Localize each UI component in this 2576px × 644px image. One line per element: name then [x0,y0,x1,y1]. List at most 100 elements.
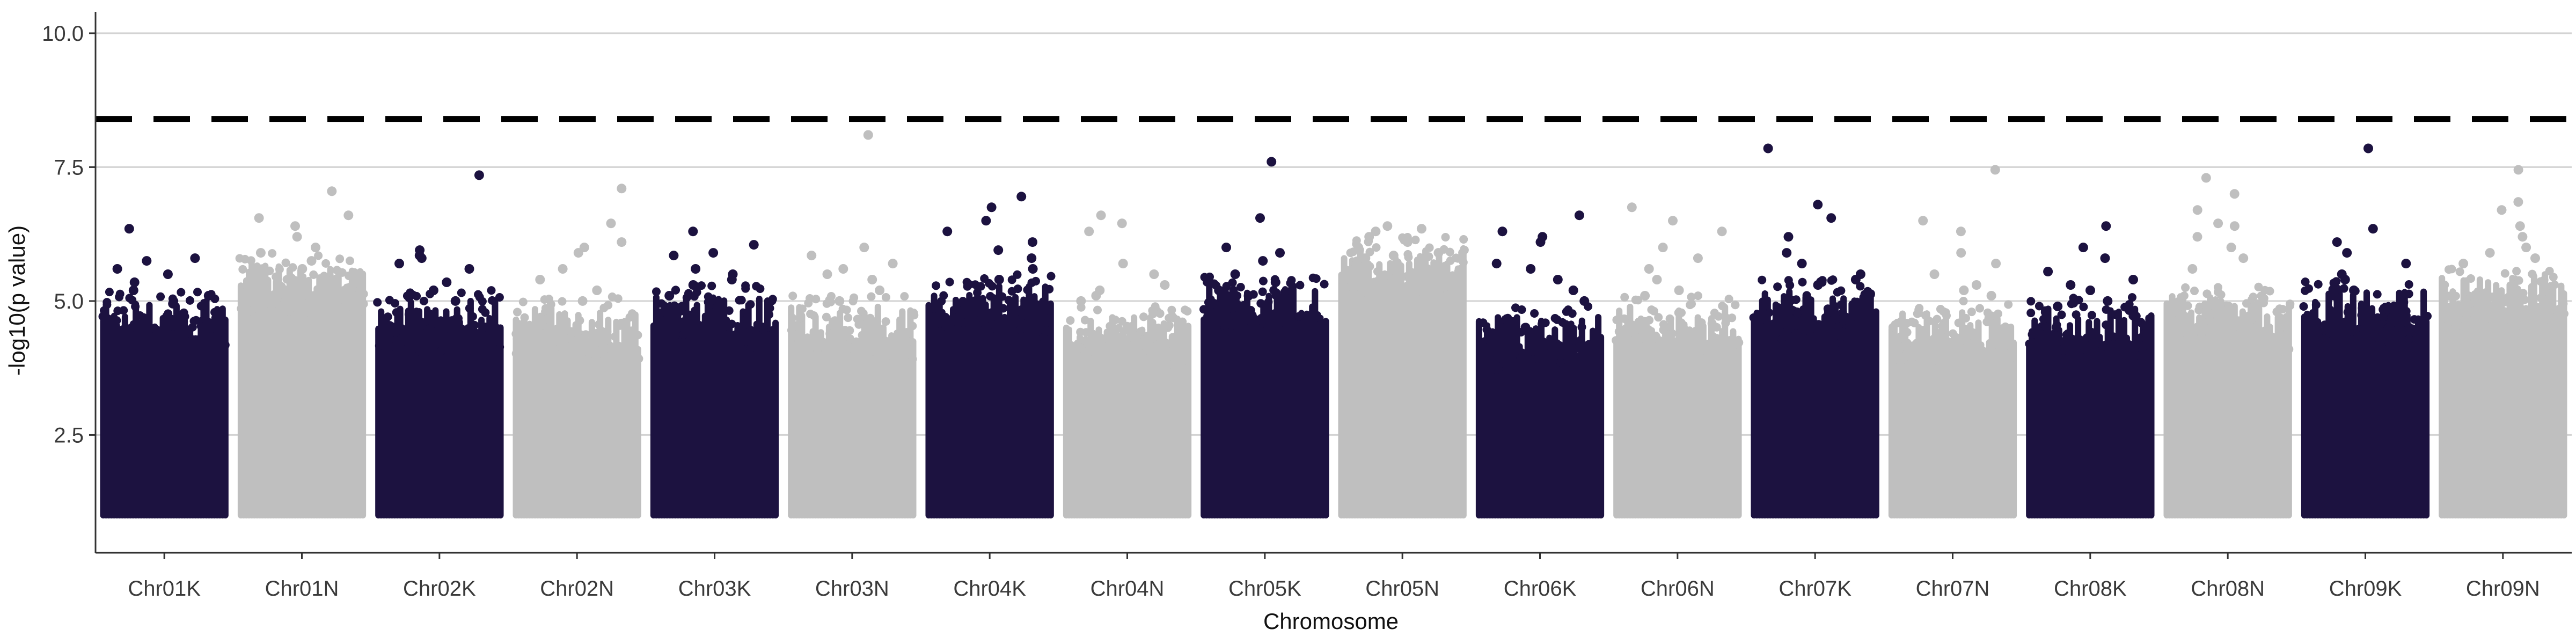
snp-peak-point [2497,205,2507,215]
snp-point [1957,336,1966,345]
x-tick-label: Chr09N [2466,577,2540,601]
x-tick-label: Chr04K [953,577,1026,601]
snp-point [2054,345,2063,353]
snp-point [2081,345,2090,354]
snp-point [1523,353,1532,361]
snp-point [1341,270,1350,280]
snp-point [2536,277,2545,286]
snp-point [487,286,496,295]
snp-point [2189,325,2198,334]
snp-point [1425,243,1434,252]
snp-point [113,306,122,316]
snp-point [554,350,563,360]
snp-point [1084,355,1093,364]
snp-point [2028,330,2037,339]
snp-point [2208,339,2217,348]
snp-point [103,325,112,334]
snp-point [1206,295,1215,304]
snp-point [575,347,584,356]
snp-point [1149,322,1158,331]
snp-point [268,311,277,320]
snp-point [2190,338,2199,347]
snp-point [1089,333,1099,342]
snp-point [1811,332,1820,341]
snp-point [2394,323,2403,332]
snp-point [492,324,501,333]
snp-point [1152,358,1161,368]
snp-point [2373,333,2382,342]
snp-point [1211,334,1220,343]
snp-point [411,326,420,335]
snp-point [2299,302,2308,311]
snp-point [633,331,642,340]
snp-peak-point [1658,243,1668,253]
snp-point [569,328,579,337]
snp-peak-point [1016,192,1027,202]
snp-point [1438,263,1447,272]
snp-point [1340,286,1348,295]
point-mass-Chr09K [2301,288,2430,519]
snp-point [746,300,755,309]
snp-point [2183,301,2192,310]
snp-point [292,288,301,297]
snp-point [796,313,806,323]
snp-peak-point [2530,253,2540,264]
snp-peak-point [190,253,200,264]
snp-point [2467,274,2475,283]
snp-point [945,277,954,287]
snp-point [759,326,768,334]
snp-point [706,308,715,317]
snp-point [1696,353,1706,362]
snp-peak-point [1084,226,1094,237]
snp-point [495,293,504,302]
snp-point [2334,317,2343,326]
snp-point [2120,352,2129,361]
snp-point [889,355,898,364]
snp-point [2549,305,2558,314]
snp-peak-point [2085,286,2095,295]
snp-point [752,282,761,291]
snp-point [481,308,490,317]
snp-point [1936,328,1945,337]
snp-point [1535,364,1543,374]
snp-point [1251,318,1260,327]
snp-point [518,297,528,306]
snp-peak-point [691,264,701,274]
snp-point [436,347,445,356]
snp-point [1397,273,1406,282]
snp-point [1431,262,1440,271]
snp-point [1501,315,1510,324]
snp-point [908,355,917,364]
snp-peak-point [1255,213,1265,223]
snp-point [189,317,199,326]
snp-peak-point [1491,259,1502,269]
snp-point [1948,329,1957,338]
snp-peak-point [867,275,877,284]
snp-point [1841,331,1850,340]
x-tick-label: Chr08N [2191,577,2265,601]
snp-peak-point [1117,218,1127,229]
snp-point [397,347,406,356]
snp-peak-point [255,248,266,258]
snp-peak-point [535,275,545,284]
snp-point [1773,303,1782,312]
snp-point [1785,281,1795,290]
snp-point [2026,297,2036,306]
snp-point [425,324,434,333]
snp-point [1226,321,1235,331]
snp-point [402,337,411,346]
snp-point [1918,326,1927,335]
point-mass-Chr03K [650,294,779,519]
snp-point [954,306,963,315]
y-axis-title: -log10(p value) [4,225,30,376]
snp-point [1136,327,1145,336]
snp-point [2214,283,2222,292]
snp-point [391,299,399,308]
snp-point [1494,364,1503,374]
snp-point [1679,330,1688,339]
snp-point [1564,305,1573,314]
snp-point [2190,287,2199,295]
snp-point [1864,323,1874,332]
snp-point [1798,277,1807,287]
snp-point [1654,313,1663,322]
